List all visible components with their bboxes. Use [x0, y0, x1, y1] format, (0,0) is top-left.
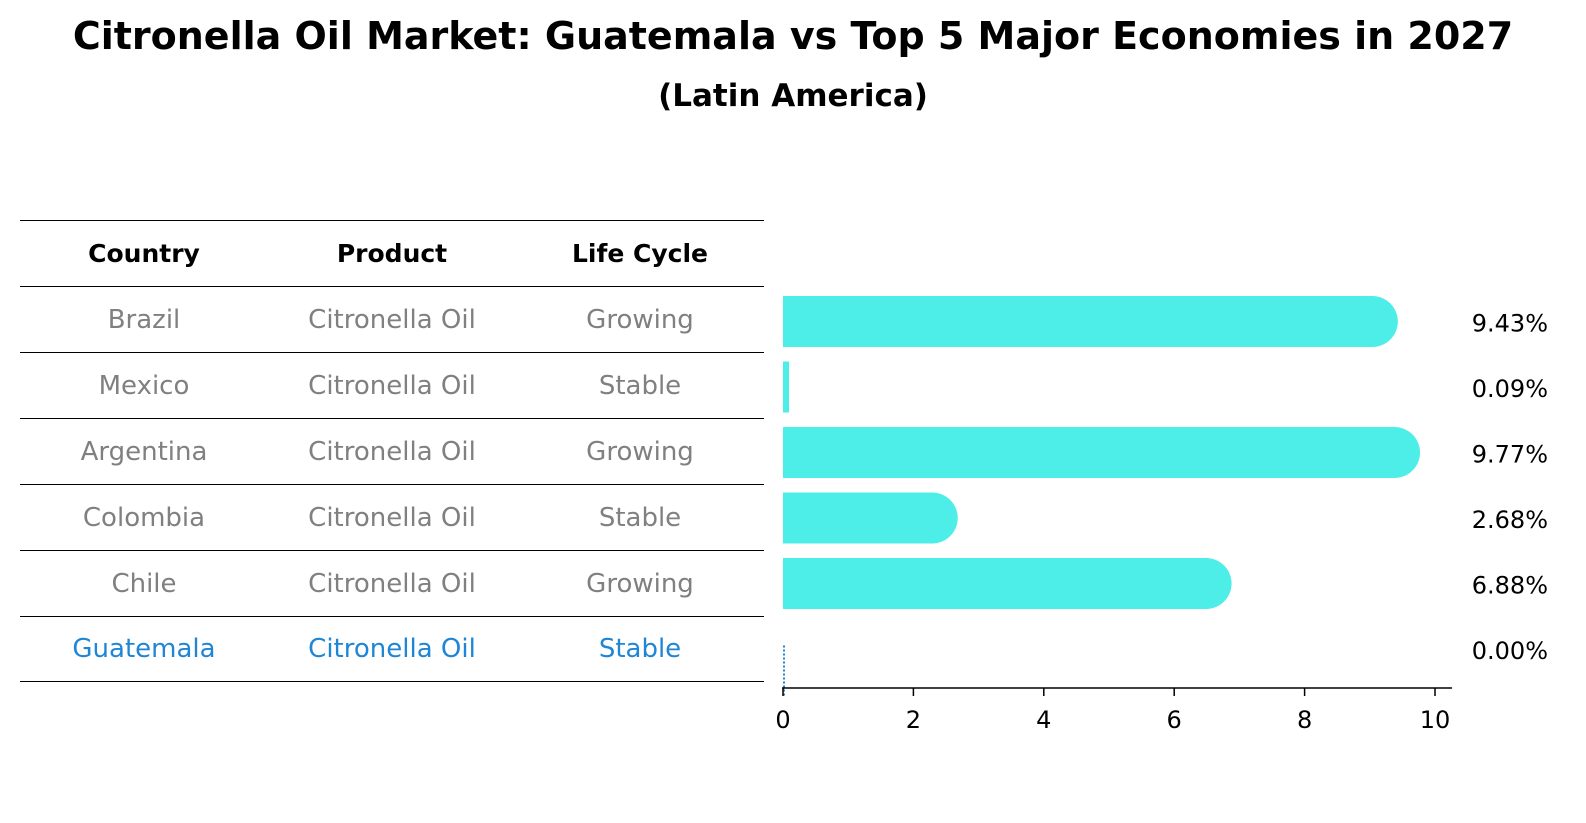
country-table: Country Product Life Cycle Brazil Citron… — [20, 220, 764, 682]
bar — [783, 361, 789, 413]
table-row: Mexico Citronella Oil Stable — [20, 352, 764, 418]
bar — [783, 558, 1232, 609]
life-cycle-cell: Growing — [586, 568, 694, 599]
column-header-life-cycle: Life Cycle — [571, 239, 709, 268]
table-row: Chile Citronella Oil Growing — [20, 550, 764, 616]
x-tick-label: 10 — [1420, 706, 1451, 734]
country-cell: Argentina — [80, 436, 208, 467]
bar — [783, 427, 1421, 478]
value-label: 0.00% — [1472, 637, 1548, 665]
value-label: 9.77% — [1472, 441, 1548, 469]
value-label: 6.88% — [1472, 572, 1548, 600]
country-cell: Brazil — [107, 304, 181, 335]
table-row: Brazil Citronella Oil Growing — [20, 286, 764, 352]
life-cycle-cell: Stable — [598, 370, 682, 401]
product-cell: Citronella Oil — [308, 304, 476, 335]
table-row: Argentina Citronella Oil Growing — [20, 418, 764, 484]
life-cycle-cell: Growing — [586, 304, 694, 335]
product-cell: Citronella Oil — [308, 568, 476, 599]
chart-subtitle: (Latin America) — [658, 78, 928, 114]
x-tick-label: 0 — [775, 706, 790, 734]
table-row-highlight: Guatemala Citronella Oil Stable — [20, 616, 764, 682]
value-label: 2.68% — [1472, 506, 1548, 534]
value-label: 9.43% — [1472, 310, 1548, 338]
product-cell: Citronella Oil — [308, 634, 476, 664]
value-label: 0.09% — [1472, 375, 1548, 403]
table-row: Colombia Citronella Oil Stable — [20, 484, 764, 550]
x-tick-label: 2 — [906, 706, 921, 734]
life-cycle-cell: Stable — [598, 502, 682, 533]
country-cell: Mexico — [98, 370, 190, 401]
country-cell: Chile — [111, 568, 177, 599]
value-labels-group: 9.43% 0.09% 9.77% 2.68% 6.88% 0.00% — [1472, 310, 1548, 666]
x-tick-label: 8 — [1297, 706, 1312, 734]
product-cell: Citronella Oil — [308, 502, 476, 533]
product-cell: Citronella Oil — [308, 370, 476, 401]
country-cell: Guatemala — [72, 634, 216, 664]
life-cycle-cell: Growing — [586, 436, 694, 467]
column-header-product: Product — [336, 239, 448, 268]
country-cell: Colombia — [82, 502, 206, 533]
column-header-country: Country — [88, 239, 200, 268]
life-cycle-cell: Stable — [598, 634, 682, 664]
chart-title: Citronella Oil Market: Guatemala vs Top … — [72, 14, 1514, 58]
x-tick-label: 4 — [1036, 706, 1051, 734]
bar — [783, 296, 1398, 347]
table-header-row: Country Product Life Cycle — [20, 220, 764, 286]
x-axis-ticks: 0 2 4 6 8 10 — [775, 688, 1450, 734]
x-tick-label: 6 — [1167, 706, 1182, 734]
bar — [783, 492, 958, 544]
product-cell: Citronella Oil — [308, 436, 476, 467]
bars-group — [783, 296, 1421, 698]
